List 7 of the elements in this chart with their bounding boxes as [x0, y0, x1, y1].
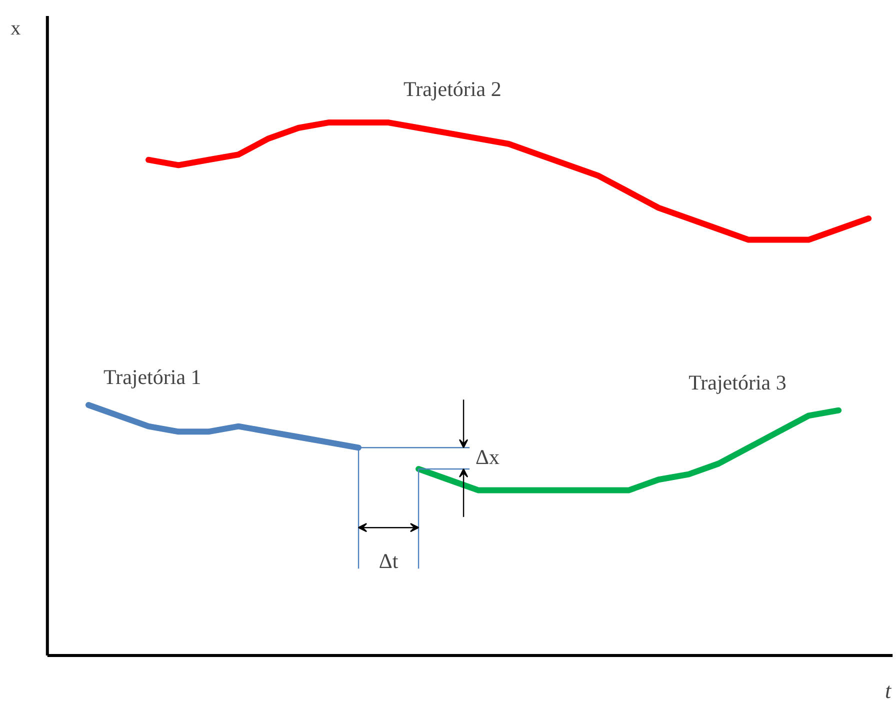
y-axis-title: x	[10, 18, 21, 40]
x-axis-title: t	[885, 678, 892, 704]
annotation: Δt	[378, 548, 398, 573]
annotation: Δx	[476, 444, 500, 469]
series-label: Trajetória 2	[404, 77, 502, 102]
series-label: Trajetória 1	[104, 365, 202, 390]
series-label: Trajetória 3	[688, 370, 786, 394]
